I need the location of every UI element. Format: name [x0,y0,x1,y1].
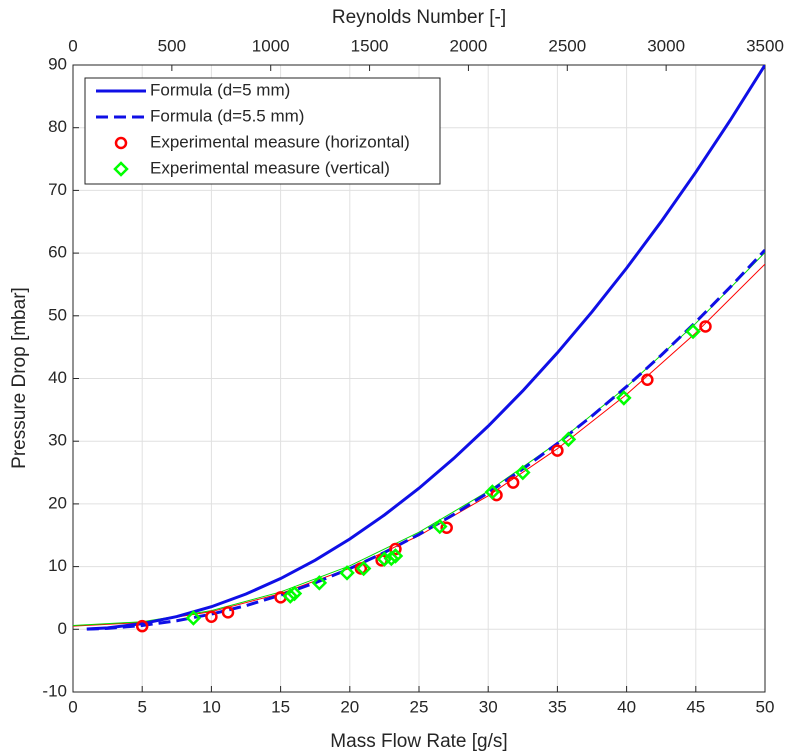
x2-tick-label: 2500 [548,36,586,55]
x-tick-label: 25 [410,697,429,716]
x2-tick-label: 2000 [450,36,488,55]
legend-label: Formula (d=5.5 mm) [150,106,304,125]
x2-tick-label: 3500 [746,36,784,55]
y-tick-label: 50 [48,305,67,324]
marker-circle [205,610,218,624]
x-tick-label: 30 [479,697,498,716]
marker-diamond [311,575,328,591]
marker-diamond [616,390,632,406]
x-tick-label: 45 [686,697,705,716]
x2-tick-label: 3000 [647,36,685,55]
marker-diamond [431,518,448,535]
marker-diamond [515,464,531,481]
x2-tick-label: 1000 [252,36,290,55]
legend-marker [113,161,129,177]
x-tick-label: 10 [202,697,221,716]
x-tick-label: 5 [137,697,146,716]
marker-diamond [339,565,355,581]
y-tick-label: 70 [48,180,67,199]
x2-tick-label: 500 [158,36,186,55]
marker-circle [699,320,712,333]
y-tick-label: 80 [48,117,67,136]
marker-circle [135,619,149,633]
x-tick-label: 0 [68,697,77,716]
x2-tick-label: 0 [68,36,77,55]
x-tick-label: 50 [756,697,775,716]
y-axis-label: Pressure Drop [mbar] [9,287,30,469]
y-tick-label: 90 [48,54,67,73]
marker-circle [551,444,564,457]
series-line [86,65,765,631]
marker-diamond [685,323,701,340]
marker-circle [506,476,520,489]
marker-circle [354,562,368,575]
x-tick-label: 40 [617,697,636,716]
legend-box [84,77,441,185]
x-tick-label: 35 [548,697,567,716]
y-tick-label: 20 [48,493,67,512]
legend-label: Formula (d=5 mm) [150,80,290,99]
series-line [86,248,765,631]
x-axis-label: Mass Flow Rate [g/s] [330,731,507,752]
legend-label: Experimental measure (horizontal) [150,132,410,151]
legend-label: Experimental measure (vertical) [150,158,390,177]
x2-axis-label: Reynolds Number [-] [332,7,506,28]
marker-circle [221,606,235,619]
marker-diamond [383,550,400,567]
marker-diamond [286,585,303,602]
marker-diamond [484,484,501,500]
y-tick-label: -10 [42,681,67,700]
x-tick-label: 20 [340,697,359,716]
x-tick-label: 15 [271,697,290,716]
marker-circle [389,542,402,556]
y-tick-label: 0 [58,619,67,638]
marker-diamond [560,431,577,448]
y-tick-label: 10 [48,556,67,575]
plot-frame [72,64,766,693]
x2-tick-label: 1500 [351,36,389,55]
marker-circle [440,521,453,534]
marker-diamond [185,610,202,626]
marker-diamond [387,548,404,564]
y-tick-label: 30 [48,431,67,450]
y-tick-label: 60 [48,243,67,262]
legend-marker [114,136,128,150]
y-tick-label: 40 [48,368,67,387]
marker-circle [641,373,654,387]
marker-diamond [282,588,299,604]
marker-diamond [355,560,372,577]
